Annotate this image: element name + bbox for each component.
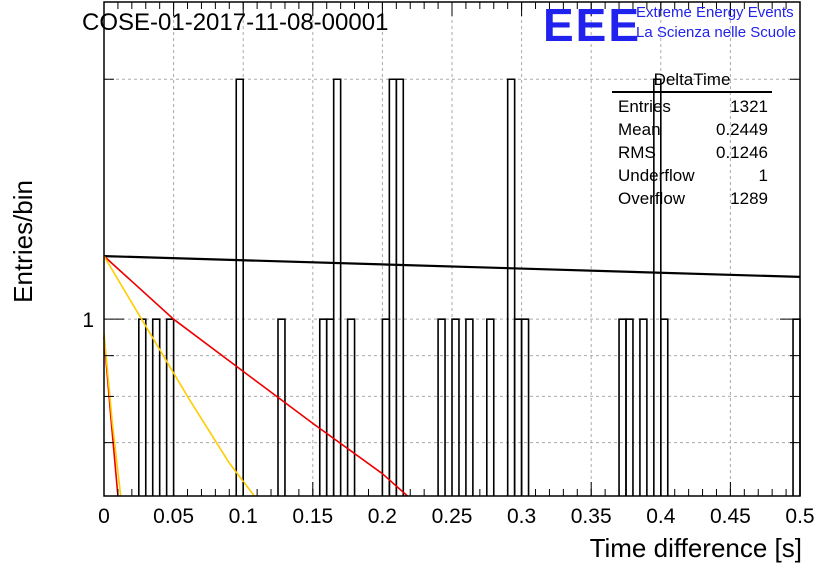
- histogram-bin: [653, 78, 662, 496]
- histogram-bin: [346, 318, 356, 496]
- stats-title: DeltaTime: [612, 70, 772, 93]
- histogram-bin: [138, 318, 147, 496]
- x-tick-label: 0.05: [153, 505, 194, 528]
- stats-box: DeltaTime Entries 1321 Mean 0.2449 RMS 0…: [612, 70, 772, 210]
- stats-label: Mean: [618, 120, 661, 139]
- histogram-bin: [388, 78, 398, 496]
- histogram-bin: [451, 318, 460, 496]
- stats-row-mean: Mean 0.2449: [612, 118, 772, 141]
- x-tick-label: 0.1: [229, 505, 258, 528]
- histogram-bin: [625, 318, 634, 496]
- histogram-bars: [138, 78, 801, 496]
- histogram-bin: [506, 78, 516, 496]
- stats-row-underflow: Underflow 1: [612, 164, 772, 187]
- stats-label: RMS: [618, 143, 656, 162]
- fit-curve-yellow: [103, 255, 255, 497]
- histogram-bin: [465, 318, 474, 496]
- histogram-bin: [792, 318, 801, 496]
- x-tick-label: 0.4: [646, 505, 676, 528]
- stats-value: 1321: [730, 97, 768, 116]
- x-tick-label: 0: [98, 505, 110, 528]
- histogram-bin: [151, 318, 161, 496]
- x-axis-label: Time difference [s]: [589, 533, 802, 563]
- histogram-bin: [618, 318, 627, 496]
- eee-logo: EEE: [543, 0, 642, 51]
- histogram-bin: [277, 318, 286, 496]
- stats-value: 1: [758, 166, 768, 185]
- y-axis-label: Entries/bin: [8, 180, 38, 303]
- histogram-bin: [639, 318, 648, 496]
- y-tick-label: 1: [82, 309, 94, 332]
- stats-label: Overflow: [618, 189, 686, 208]
- fit-curves: [103, 255, 801, 497]
- logo-tagline-2: La Scienza nelle Scuole: [636, 24, 797, 41]
- histogram-bin: [318, 318, 328, 496]
- stats-row-rms: RMS 0.1246: [612, 141, 772, 164]
- histogram-bin: [235, 78, 244, 496]
- chart-title: COSE-01-2017-11-08-00001: [82, 9, 389, 36]
- stats-label: Underflow: [618, 166, 695, 185]
- stats-value: 1289: [730, 189, 768, 208]
- histogram-bin: [520, 318, 530, 496]
- axis-ticks: 0 0.05 0.1 0.15 0.2 0.25 0.3 0.35 0.4 0.45 0.5 1: [82, 2, 815, 528]
- fit-curve-red: [103, 255, 409, 497]
- x-tick-label: 0.15: [292, 505, 333, 528]
- stats-value: 0.1246: [716, 143, 768, 162]
- histogram-bin: [381, 318, 391, 496]
- x-tick-label: 0.45: [710, 505, 751, 528]
- x-tick-label: 0.5: [785, 505, 814, 528]
- x-tick-label: 0.25: [432, 505, 473, 528]
- stats-row-entries: Entries 1321: [612, 95, 772, 118]
- stats-label: Entries: [618, 97, 671, 116]
- x-tick-label: 0.3: [507, 505, 536, 528]
- x-tick-label: 0.35: [571, 505, 612, 528]
- stats-row-overflow: Overflow 1289: [612, 187, 772, 210]
- logo-tagline-1: Extreme Energy Events: [636, 4, 794, 21]
- histogram-bin: [325, 318, 335, 496]
- histogram-bin: [486, 318, 495, 496]
- fit-curve-black: [103, 255, 801, 278]
- histogram-bin: [332, 78, 342, 496]
- x-tick-label: 0.2: [368, 505, 397, 528]
- histogram-bin: [660, 318, 669, 496]
- fit-curve-yellow: [103, 333, 122, 497]
- stats-value: 0.2449: [716, 120, 768, 139]
- histogram-bin: [395, 78, 405, 496]
- histogram-bin: [513, 318, 523, 496]
- histogram-bin: [165, 318, 175, 496]
- histogram-bin: [437, 318, 446, 496]
